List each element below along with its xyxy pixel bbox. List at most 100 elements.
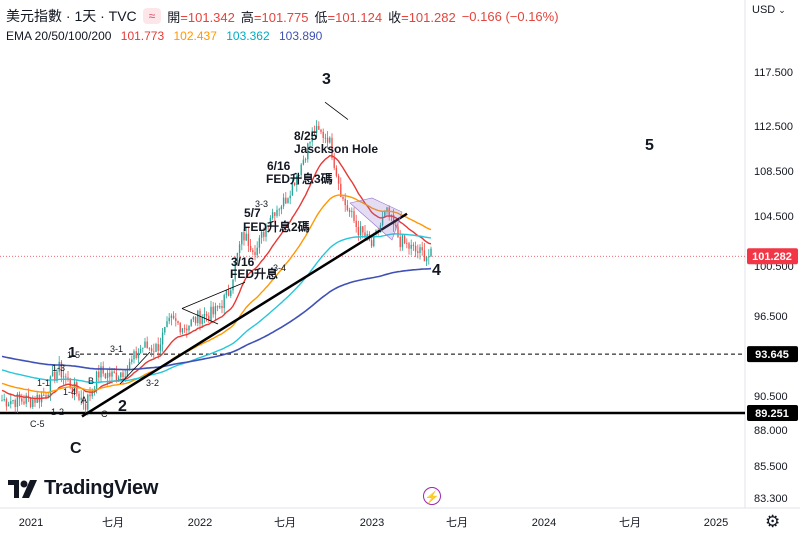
candle-body (172, 315, 175, 319)
candle-body (307, 143, 309, 160)
event-note: 5/7 (244, 206, 261, 220)
candle-body (421, 247, 423, 251)
candle-body (274, 212, 276, 216)
candle-body (384, 210, 386, 217)
candle-body (25, 395, 27, 404)
candle-body (102, 366, 104, 374)
candle-body (304, 159, 307, 161)
candle-body (192, 317, 195, 320)
candle-body (98, 371, 100, 378)
candle-body (258, 237, 261, 248)
event-note: 6/16 (267, 159, 291, 173)
x-tick-label: 2025 (704, 517, 728, 529)
candle-body (296, 175, 298, 185)
candle-body (71, 387, 74, 393)
candle-body (309, 141, 311, 144)
lightning-icon[interactable]: ⚡ (423, 487, 441, 505)
candle-body (285, 197, 287, 204)
open-value: =101.342 (180, 9, 235, 25)
x-tick-label: 七月 (446, 516, 468, 529)
candle-body (104, 373, 107, 378)
candle-body (212, 306, 214, 315)
tradingview-logo[interactable]: TradingView (8, 477, 158, 500)
candle-body (337, 175, 340, 184)
wave-label: 5 (645, 137, 654, 154)
candle-body (221, 306, 223, 309)
candle-body (265, 225, 267, 237)
candle-body (124, 376, 126, 378)
currency-selector[interactable]: USD ⌄ (752, 4, 786, 16)
candle-body (16, 393, 19, 407)
candle-body (7, 404, 10, 407)
candle-body (168, 317, 170, 322)
candle-body (91, 391, 93, 397)
ema100-value: 103.362 (226, 29, 270, 43)
chevron-down-icon: ⌄ (778, 5, 786, 15)
candle-body (67, 377, 69, 379)
wave-sublabel: C (101, 409, 108, 419)
candle-body (87, 394, 89, 410)
candle-body (29, 397, 32, 407)
currency-label: USD (752, 4, 776, 16)
candle-body (166, 321, 168, 328)
symbol-title[interactable]: 美元指數 · 1天 · TVC (6, 8, 137, 24)
candle-body (254, 251, 256, 256)
y-tick-label: 96.500 (754, 311, 788, 323)
candle-body (203, 313, 206, 318)
candle-body (236, 252, 239, 262)
candle-body (142, 347, 144, 349)
candle-body (45, 395, 47, 398)
candle-body (183, 328, 186, 330)
candle-body (23, 401, 25, 404)
candle-body (210, 306, 212, 321)
candle-body (144, 341, 146, 348)
candle-body (214, 306, 217, 315)
wave-sublabel: A (81, 395, 87, 405)
chart-legend: 美元指數 · 1天 · TVC ≈ 開=101.342 高=101.775 低=… (6, 6, 559, 26)
candle-body (69, 378, 71, 388)
low-value: =101.124 (327, 9, 383, 25)
candle-body (82, 397, 85, 404)
wave-sublabel: 1-3 (52, 363, 65, 373)
candle-body (65, 376, 67, 378)
price-tag-label: 101.282 (752, 251, 792, 263)
candle-body (122, 372, 124, 378)
candle-body (51, 371, 54, 377)
candle-body (243, 232, 245, 241)
candle-body (14, 399, 16, 407)
x-tick-label: 2021 (19, 517, 43, 529)
candle-body (370, 240, 373, 247)
candle-body (225, 290, 228, 295)
candle-body (357, 226, 360, 236)
candle-body (58, 361, 60, 372)
candle-body (348, 210, 351, 213)
wedge-shade (349, 197, 403, 241)
candle-body (256, 247, 258, 256)
ema100-line (1, 233, 432, 384)
wave-label: 2 (118, 398, 127, 415)
event-note: FED升息2碼 (243, 219, 310, 234)
candle-body (414, 245, 417, 252)
candle-body (84, 403, 87, 410)
y-tick-label: 112.500 (754, 121, 793, 133)
candle-body (190, 319, 192, 326)
candle-body (80, 397, 82, 400)
candle-body (188, 325, 190, 331)
candle-body (318, 125, 320, 130)
compare-icon[interactable]: ≈ (142, 8, 162, 24)
candle-body (131, 359, 133, 363)
gear-icon[interactable]: ⚙ (765, 512, 781, 531)
ema-legend[interactable]: EMA 20/50/100/200 101.773 102.437 103.36… (6, 29, 328, 43)
close-value: =101.282 (401, 9, 456, 25)
candle-body (238, 244, 241, 253)
candle-body (117, 377, 120, 380)
candle-body (216, 306, 219, 308)
candle-body (49, 376, 52, 395)
candle-body (386, 207, 388, 211)
candle-body (219, 306, 221, 308)
candle-body (329, 137, 331, 143)
change-value: −0.166 (−0.16%) (461, 8, 559, 24)
wave-sublabel: C-5 (30, 419, 45, 429)
wave-label: C (70, 440, 82, 457)
